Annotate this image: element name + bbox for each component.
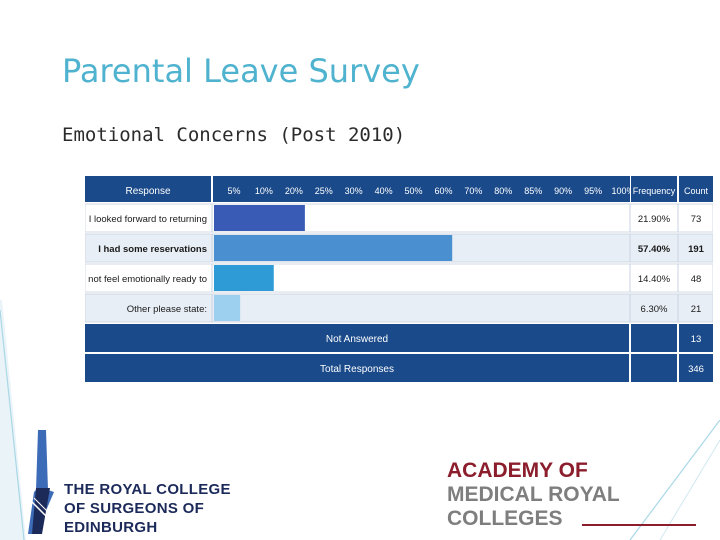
footer-label: Not Answered xyxy=(326,334,388,345)
header-tick-label: 80% xyxy=(494,186,512,196)
row-frequency: 14.40% xyxy=(638,274,671,285)
row-label: I looked forward to returning xyxy=(89,214,207,225)
footer-count-cell xyxy=(679,354,713,382)
header-tick-label: 50% xyxy=(405,186,423,196)
header-tick-label: 30% xyxy=(345,186,363,196)
slide-title: Parental Leave Survey xyxy=(62,52,420,90)
survey-chart: Response 5% 10% 20% 25% 30% 40% 50% 60% 70% 80% 85%… xyxy=(85,176,713,382)
header-tick-label: 90% xyxy=(554,186,572,196)
row-label: I did not feel emotionally ready to xyxy=(85,274,207,285)
rcs-line-1: THE ROYAL COLLEGE xyxy=(64,481,231,498)
row-frequency: 57.40% xyxy=(638,244,671,255)
rcs-logo-text: THE ROYAL COLLEGE OF SURGEONS OF EDINBUR… xyxy=(64,480,231,537)
header-tick-label: 5% xyxy=(227,186,240,196)
header-tick-label: 25% xyxy=(315,186,333,196)
header-tick-label: 60% xyxy=(434,186,452,196)
row-count: 21 xyxy=(691,304,702,315)
header-frequency-label: Frequency xyxy=(633,186,676,196)
row-count: 48 xyxy=(691,274,702,285)
header-response-label: Response xyxy=(125,186,170,197)
amrc-line-3: COLLEGES xyxy=(447,507,563,530)
bar xyxy=(214,295,241,321)
row-count: 191 xyxy=(688,244,705,255)
row-frequency: 6.30% xyxy=(641,304,668,315)
footer-label-cell xyxy=(85,324,629,352)
header-ticks-cell xyxy=(213,176,630,202)
header-tick-label: 95% xyxy=(584,186,602,196)
header-tick-label: 20% xyxy=(285,186,303,196)
amrc-line-1: ACADEMY OF xyxy=(447,459,588,482)
header-response-cell xyxy=(85,176,211,202)
table-row xyxy=(85,203,713,233)
footer-label: Total Responses xyxy=(320,364,394,375)
row-count: 73 xyxy=(691,214,702,225)
rcs-crest-logo xyxy=(28,430,55,534)
header-tick-label: 85% xyxy=(524,186,542,196)
left-decoration xyxy=(0,300,26,540)
right-decoration xyxy=(629,420,720,540)
footer-count: 13 xyxy=(691,334,702,345)
header-tick-label: 10% xyxy=(255,186,273,196)
footer-count: 346 xyxy=(688,364,704,375)
bar xyxy=(214,205,305,231)
header-tick-label: 70% xyxy=(464,186,482,196)
bar xyxy=(214,235,453,261)
amrc-rule xyxy=(582,524,696,526)
header-frequency-cell xyxy=(631,176,677,202)
footer-label-cell xyxy=(85,354,629,382)
header-tick-label: 40% xyxy=(375,186,393,196)
footer-count-cell xyxy=(679,324,713,352)
row-label: Other please state: xyxy=(127,304,207,315)
amrc-logo: ACADEMY OF MEDICAL ROYAL COLLEGES xyxy=(447,459,620,531)
header-tick-label: 100% xyxy=(611,186,634,196)
table-row xyxy=(85,263,713,293)
row-label: I had some reservations xyxy=(98,244,207,255)
row-frequency: 21.90% xyxy=(638,214,671,225)
header-count-cell xyxy=(679,176,713,202)
bar xyxy=(214,265,274,291)
amrc-line-2: MEDICAL ROYAL xyxy=(447,483,620,506)
footer-frequency-cell xyxy=(631,354,677,382)
footer-frequency-cell xyxy=(631,324,677,352)
header-count-label: Count xyxy=(684,186,709,196)
rcs-line-3: EDINBURGH xyxy=(64,519,158,536)
slide-subtitle: Emotional Concerns (Post 2010) xyxy=(62,124,406,146)
table-row xyxy=(85,293,713,323)
rcs-line-2: OF SURGEONS OF xyxy=(64,500,205,517)
